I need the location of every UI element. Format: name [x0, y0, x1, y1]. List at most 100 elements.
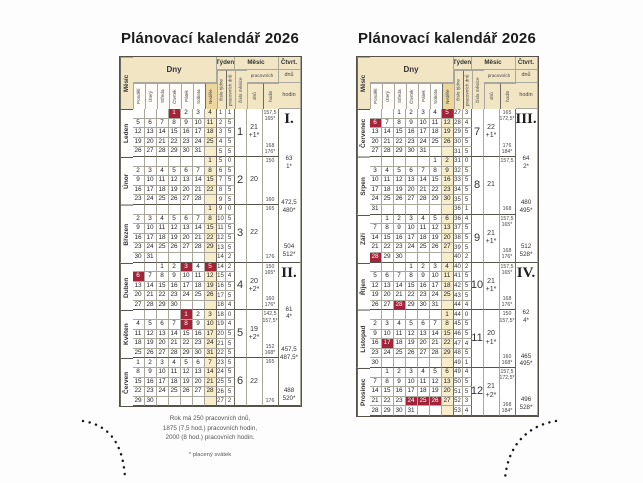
- day-cell: [405, 358, 418, 369]
- value-line: 168: [502, 296, 512, 302]
- day-cell: 8: [393, 118, 406, 129]
- week-workdays: 4: [225, 300, 235, 311]
- day-cell: [405, 156, 418, 167]
- month-hours-75: 165 172,5*: [500, 110, 515, 122]
- value-line: 152: [265, 343, 275, 350]
- day-cell: 2: [144, 358, 157, 369]
- day-cell: [192, 252, 205, 263]
- day-cell: 24: [192, 137, 205, 148]
- week-number: 47: [453, 339, 463, 349]
- day-cell: 27: [192, 387, 205, 397]
- day-cell: [429, 147, 442, 157]
- day-cell: 5: [441, 109, 454, 119]
- day-cell: 10: [429, 272, 442, 282]
- day-cell: [204, 195, 217, 205]
- day-cell: 17: [405, 233, 418, 244]
- week-workdays: 5: [225, 329, 235, 340]
- quarter-hours-75: 480 495*: [520, 199, 533, 215]
- day-cell: 11: [168, 368, 181, 378]
- week-number: 46: [453, 329, 463, 340]
- day-cell: 14: [144, 281, 157, 292]
- day-cell: 17: [405, 387, 418, 397]
- day-cell: 7: [369, 377, 382, 388]
- day-cell: [393, 310, 406, 321]
- day-cell: 8: [381, 377, 394, 388]
- day-cell: 9: [369, 329, 382, 340]
- day-cell: 22: [204, 185, 217, 196]
- month-hours: 142,5 157,5* 152 168*: [262, 310, 279, 359]
- value-line: 172,5*: [499, 375, 515, 382]
- week-number: 32: [453, 166, 463, 177]
- day-cell: 4: [156, 214, 169, 225]
- value-line: 495*: [519, 360, 533, 368]
- day-cell: 22: [405, 291, 418, 301]
- day-cell: [405, 252, 418, 263]
- week-number: 43: [453, 291, 463, 301]
- day-cell: [144, 310, 157, 321]
- week-number: 12: [216, 233, 226, 244]
- day-cell: 3: [156, 358, 169, 369]
- day-cell: [417, 252, 430, 263]
- week-workdays: 4: [225, 272, 235, 282]
- day-cell: 21: [369, 243, 382, 253]
- day-cell: 22: [132, 387, 145, 397]
- day-cell: 8: [381, 224, 394, 234]
- week-workdays: 0: [462, 156, 472, 167]
- day-cell: [429, 204, 442, 215]
- week-workdays: 5: [462, 176, 472, 186]
- day-cell: 11: [204, 118, 217, 129]
- day-cell: 1: [405, 262, 418, 273]
- day-cell: 13: [192, 368, 205, 378]
- day-cell: 8: [429, 166, 442, 177]
- day-cell: 24: [405, 396, 418, 407]
- value-line: 21: [487, 277, 495, 285]
- day-cell: 4: [192, 262, 205, 273]
- week-workdays: 5: [462, 166, 472, 177]
- value-line: 184*: [501, 148, 513, 155]
- month-workdays: 21 +1*: [483, 262, 500, 311]
- day-cell: 18: [192, 281, 205, 292]
- week-number: 9: [216, 204, 226, 215]
- day-cell: 14: [192, 176, 205, 186]
- day-cell: 15: [204, 224, 217, 234]
- day-cell: 12: [168, 176, 181, 186]
- month-hours-8: 168: [503, 206, 512, 212]
- day-cell: 27: [144, 147, 157, 157]
- day-cell: 25: [393, 348, 406, 359]
- value-line: 157,5: [500, 215, 514, 222]
- day-cell: [405, 204, 418, 215]
- week-workdays: 5: [462, 320, 472, 330]
- day-cell: 7: [204, 358, 217, 369]
- year-summary-line: 2000 (8 hod.) pracovních hodin.: [165, 434, 255, 442]
- header-quarter: Čtvrt.: [278, 57, 301, 70]
- day-cell: 7: [369, 224, 382, 234]
- week-workdays: 5: [225, 118, 235, 129]
- day-cell: 16: [417, 281, 430, 292]
- week-number: 21: [216, 339, 226, 349]
- day-cell: [441, 358, 454, 369]
- week-workdays: 4: [462, 300, 472, 311]
- day-cell: 20: [381, 291, 394, 301]
- day-cell: 16: [441, 176, 454, 186]
- day-cell: 3: [429, 262, 442, 273]
- month-name: Leden: [119, 109, 133, 157]
- month-name: Září: [356, 214, 370, 263]
- value-line: 160: [265, 296, 275, 302]
- day-cell: 17: [381, 339, 394, 349]
- day-cell: 3: [369, 166, 382, 177]
- day-cell: 15: [393, 128, 406, 138]
- calendar-table-second-half: Měsíc Dny Pondělí Úterý Středa Čtvrtek Pátek So…: [347, 56, 547, 417]
- day-cell: 16: [369, 339, 382, 349]
- month-workdays: 22: [246, 204, 263, 263]
- week-number: 44: [453, 310, 463, 321]
- header-month-number: číslo měsíce: [471, 70, 484, 109]
- header-week-number: číslo týdne: [453, 70, 463, 109]
- day-cell: 27: [405, 195, 418, 205]
- day-cell: [168, 310, 181, 321]
- month-number: 10: [471, 262, 484, 311]
- day-cell: 26: [132, 147, 145, 157]
- day-cell: 1: [381, 214, 394, 225]
- corner-perforation-left: [81, 419, 127, 480]
- day-cell: 21: [429, 339, 442, 349]
- week-workdays: 5: [225, 348, 235, 359]
